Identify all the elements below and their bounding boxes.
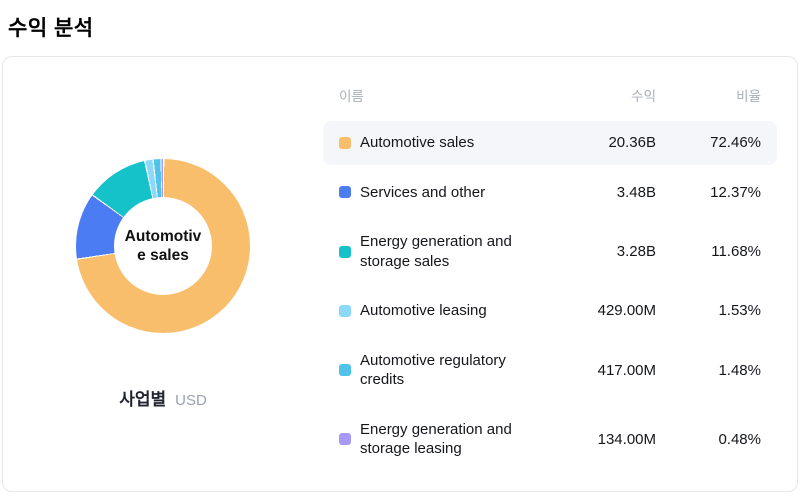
table-row[interactable]: Energy generation and storage sales 3.28… xyxy=(323,220,777,283)
donut-chart-wrap: Automotive sales xyxy=(76,159,250,333)
series-ratio: 72.46% xyxy=(710,134,761,152)
series-ratio: 12.37% xyxy=(710,183,761,201)
series-color-swatch xyxy=(339,364,351,376)
series-revenue: 417.00M xyxy=(597,361,656,379)
series-name: Automotive regulatory credits xyxy=(360,351,506,389)
series-name: Energy generation and storage leasing xyxy=(360,420,512,458)
series-ratio: 1.53% xyxy=(718,302,761,320)
series-color-swatch xyxy=(339,186,351,199)
table-row[interactable]: Automotive sales 20.36B 72.46% xyxy=(323,121,777,165)
chart-footer: 사업별 USD xyxy=(119,385,207,410)
series-revenue: 20.36B xyxy=(608,134,656,152)
page-title: 수익 분석 xyxy=(8,17,94,40)
series-revenue: 3.28B xyxy=(616,243,656,260)
series-ratio: 1.48% xyxy=(718,361,761,379)
series-color-swatch xyxy=(339,304,351,317)
header-revenue: 수익 xyxy=(631,89,656,104)
series-revenue: 429.00M xyxy=(597,302,656,320)
series-color-swatch xyxy=(339,433,351,445)
series-name: Automotive sales xyxy=(360,134,475,151)
chart-pane: Automotive sales 사업별 USD xyxy=(3,57,323,491)
series-name: Energy generation and storage sales xyxy=(360,233,512,270)
series-name: Automotive leasing xyxy=(360,302,487,319)
series-revenue: 3.48B xyxy=(616,183,656,201)
donut-center-label: Automotive sales xyxy=(124,227,202,264)
currency-unit-label: USD xyxy=(175,392,207,409)
header-ratio: 비율 xyxy=(736,89,761,104)
series-name: Services and other xyxy=(360,183,486,201)
series-revenue: 134.00M xyxy=(597,430,656,448)
series-color-swatch xyxy=(339,245,351,258)
revenue-analysis-card: Automotive sales 사업별 USD 이름 수익 비율 Automo… xyxy=(2,56,798,492)
table-row[interactable]: Energy generation and storage leasing 13… xyxy=(323,408,777,471)
dimension-label: 사업별 xyxy=(119,390,167,409)
series-table: 이름 수익 비율 Automotive sales 20.36B 72.46% … xyxy=(323,57,797,491)
series-ratio: 11.68% xyxy=(711,243,761,260)
table-row[interactable]: Automotive regulatory credits 417.00M 1.… xyxy=(323,339,777,402)
series-color-swatch xyxy=(339,136,351,149)
header-name: 이름 xyxy=(339,89,364,104)
table-header-row: 이름 수익 비율 xyxy=(323,79,777,121)
donut-hole: Automotive sales xyxy=(114,197,212,295)
series-ratio: 0.48% xyxy=(718,430,761,448)
table-row[interactable]: Services and other 3.48B 12.37% xyxy=(323,171,777,215)
table-row[interactable]: Automotive leasing 429.00M 1.53% xyxy=(323,289,777,333)
